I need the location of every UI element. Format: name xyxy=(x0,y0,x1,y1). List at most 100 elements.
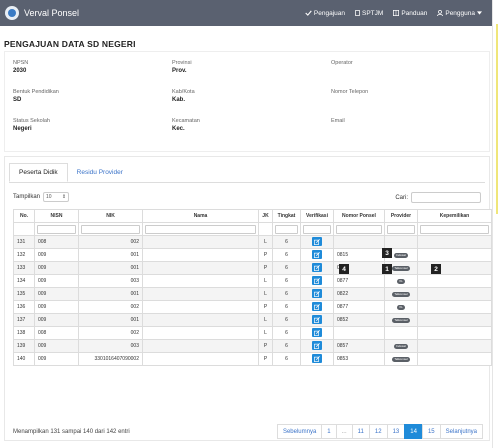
filter-ponsel-input[interactable] xyxy=(336,224,382,234)
edit-icon xyxy=(314,303,320,310)
cell-kepemilikan xyxy=(417,326,492,340)
filter-row xyxy=(13,222,492,236)
col-provider[interactable]: Provider xyxy=(384,209,418,223)
cell-provider: Telkomsel xyxy=(384,287,418,301)
col-kepemilikan[interactable]: Kepemilikan xyxy=(417,209,492,223)
col-nisn[interactable]: NISN xyxy=(34,209,79,223)
cell-tingkat: 6 xyxy=(272,352,301,366)
provider-badge: Telkomsel xyxy=(392,292,410,297)
provider-badge: XL xyxy=(397,305,405,310)
col-tingkat[interactable]: Tingkat xyxy=(272,209,301,223)
top-navbar: Verval Ponsel Pengajuan SPTJM Panduan Pe… xyxy=(0,0,492,26)
cell-nama xyxy=(142,287,259,301)
search-label: Cari: xyxy=(395,194,408,201)
nav-sptjm[interactable]: SPTJM xyxy=(355,10,383,17)
field-npsn: NPSN 2030 xyxy=(13,60,28,74)
page-title: PENGAJUAN DATA SD NEGERI xyxy=(4,39,136,49)
col-nomor-ponsel[interactable]: Nomor Ponsel xyxy=(333,209,385,223)
col-no[interactable]: No. xyxy=(13,209,35,223)
students-card: Peserta Didik Residu Provider Tampilkan … xyxy=(4,156,492,441)
edit-verify-button[interactable] xyxy=(312,289,322,299)
cell-no: 134 xyxy=(13,274,35,288)
col-nik[interactable]: NIK xyxy=(78,209,143,223)
nav-pengajuan[interactable]: Pengajuan xyxy=(305,10,345,17)
cell-nama xyxy=(142,261,259,275)
cell-tingkat: 6 xyxy=(272,300,301,314)
page-length-select[interactable]: 10 ⇕ xyxy=(43,192,70,202)
cell-jk: L xyxy=(258,287,273,301)
filter-provider-input[interactable] xyxy=(387,224,415,234)
tab-peserta-didik[interactable]: Peserta Didik xyxy=(9,163,68,182)
cell-verifikasi xyxy=(300,313,334,327)
filter-verifikasi-input[interactable] xyxy=(303,224,331,234)
cell-verifikasi xyxy=(300,261,334,275)
cell-provider: Telkomsel xyxy=(384,352,418,366)
tab-residu-provider[interactable]: Residu Provider xyxy=(76,169,123,176)
pager-page[interactable]: 15 xyxy=(421,424,441,439)
cell-nisn: 009 xyxy=(34,339,79,353)
cell-nik: 002 xyxy=(78,235,143,249)
edit-verify-button[interactable] xyxy=(312,341,322,351)
pager-page[interactable]: 1 xyxy=(321,424,337,439)
cell-jk: P xyxy=(258,352,273,366)
cell-nisn: 008 xyxy=(34,235,79,249)
cell-verifikasi xyxy=(300,248,334,262)
col-verifikasi[interactable]: Verifikasi xyxy=(300,209,334,223)
cell-no: 132 xyxy=(13,248,35,262)
check-icon xyxy=(305,10,312,16)
cell-kepemilikan xyxy=(417,313,492,327)
col-nama[interactable]: Nama xyxy=(142,209,259,223)
cell-nik: 002 xyxy=(78,326,143,340)
app-title[interactable]: Verval Ponsel xyxy=(24,8,80,18)
pager-page[interactable]: 11 xyxy=(351,424,370,439)
edit-verify-button[interactable] xyxy=(312,315,322,325)
caret-down-icon xyxy=(477,11,482,15)
cell-nisn: 009 xyxy=(34,313,79,327)
edit-icon xyxy=(314,355,320,362)
pager-next[interactable]: Selanjutnya xyxy=(439,424,483,439)
kecamatan-label: Kecamatan xyxy=(172,118,200,124)
edit-icon xyxy=(314,264,320,271)
field-provinsi: Provinsi Prov. xyxy=(172,60,192,74)
edit-verify-button[interactable] xyxy=(312,276,322,286)
kab-label: Kab/Kota xyxy=(172,89,195,95)
edit-verify-button[interactable] xyxy=(312,302,322,312)
provider-badge: XL xyxy=(397,279,405,284)
filter-nisn-input[interactable] xyxy=(37,224,76,234)
filter-kepemilikan-input[interactable] xyxy=(420,224,489,234)
nav-panduan-label: Panduan xyxy=(401,9,428,17)
filter-nik-input[interactable] xyxy=(81,224,140,234)
nav-pengguna-label: Pengguna xyxy=(445,9,475,17)
status-value: Negeri xyxy=(13,126,32,132)
cell-ponsel: 0857 xyxy=(333,339,385,353)
filter-nama-input[interactable] xyxy=(145,224,256,234)
cell-tingkat: 6 xyxy=(272,235,301,249)
provinsi-value: Prov. xyxy=(172,68,187,74)
edit-verify-button[interactable] xyxy=(312,354,322,364)
edit-verify-button[interactable] xyxy=(312,263,322,273)
filter-tingkat-input[interactable] xyxy=(275,224,298,234)
app-logo-icon xyxy=(5,6,19,20)
cell-provider: Indosat xyxy=(384,248,418,262)
edit-verify-button[interactable] xyxy=(312,250,322,260)
edit-verify-button[interactable] xyxy=(312,237,322,247)
search-input[interactable] xyxy=(411,192,481,203)
pager-prev[interactable]: Sebelumnya xyxy=(276,424,323,439)
cell-jk: P xyxy=(258,300,273,314)
cell-nisn: 009 xyxy=(34,352,79,366)
edit-icon xyxy=(314,238,320,245)
pager-page: ... xyxy=(335,424,353,439)
npsn-label: NPSN xyxy=(13,60,29,66)
nav-panduan[interactable]: Panduan xyxy=(393,10,427,17)
pager-page[interactable]: 13 xyxy=(386,424,406,439)
nav-pengguna-dropdown[interactable]: Pengguna xyxy=(437,10,482,17)
pager-page[interactable]: 12 xyxy=(368,424,388,439)
callout-4: 4 xyxy=(339,264,349,274)
field-kecamatan: Kecamatan Kec. xyxy=(172,118,200,132)
cell-ponsel xyxy=(333,235,385,249)
col-jk[interactable]: JK xyxy=(258,209,273,223)
edit-verify-button[interactable] xyxy=(312,328,322,338)
cell-nama xyxy=(142,248,259,262)
pager-page[interactable]: 14 xyxy=(404,424,423,439)
operator-label: Operator xyxy=(331,60,353,66)
